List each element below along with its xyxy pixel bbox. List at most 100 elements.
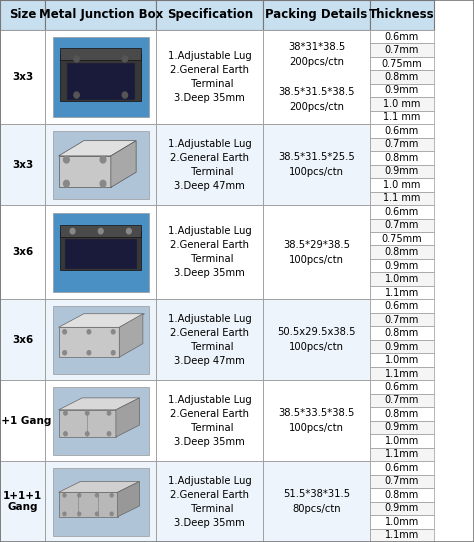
- Bar: [45, 205, 156, 299]
- Polygon shape: [59, 314, 145, 327]
- Text: 0.8mm: 0.8mm: [384, 153, 419, 163]
- Bar: [263, 461, 370, 542]
- Bar: [156, 461, 263, 542]
- Circle shape: [64, 432, 67, 436]
- Bar: [53, 131, 149, 198]
- Bar: [263, 124, 370, 205]
- Bar: [156, 299, 263, 380]
- Bar: [370, 111, 434, 124]
- Bar: [370, 151, 434, 165]
- Circle shape: [111, 330, 115, 334]
- Bar: [370, 380, 434, 393]
- Circle shape: [74, 92, 79, 98]
- Bar: [0, 380, 45, 461]
- Text: 0.6mm: 0.6mm: [384, 301, 419, 311]
- Bar: [156, 380, 263, 461]
- Circle shape: [98, 228, 103, 234]
- Bar: [0, 299, 45, 380]
- Text: 0.9mm: 0.9mm: [384, 504, 419, 513]
- Bar: [45, 380, 156, 461]
- Polygon shape: [59, 481, 139, 492]
- Polygon shape: [59, 398, 139, 410]
- Bar: [263, 30, 370, 124]
- Bar: [45, 0, 156, 30]
- Bar: [156, 124, 263, 205]
- Text: 0.7mm: 0.7mm: [384, 314, 419, 325]
- Text: 0.8mm: 0.8mm: [384, 72, 419, 82]
- Circle shape: [63, 494, 66, 497]
- Polygon shape: [59, 410, 116, 437]
- Bar: [370, 218, 434, 232]
- Bar: [53, 387, 149, 455]
- Text: 1.1 mm: 1.1 mm: [383, 193, 420, 203]
- Bar: [370, 434, 434, 448]
- Circle shape: [78, 494, 81, 497]
- Circle shape: [107, 432, 111, 436]
- Polygon shape: [111, 141, 136, 188]
- Bar: [370, 421, 434, 434]
- Circle shape: [127, 228, 131, 234]
- Text: 0.7mm: 0.7mm: [384, 476, 419, 486]
- Circle shape: [87, 351, 91, 355]
- Text: 0.7mm: 0.7mm: [384, 396, 419, 405]
- Bar: [370, 286, 434, 299]
- Bar: [370, 528, 434, 542]
- Circle shape: [74, 56, 79, 62]
- Bar: [53, 212, 149, 292]
- Text: 0.75mm: 0.75mm: [382, 59, 422, 68]
- Bar: [370, 353, 434, 367]
- Text: 0.8mm: 0.8mm: [384, 328, 419, 338]
- Text: 0.9mm: 0.9mm: [384, 422, 419, 433]
- Bar: [53, 306, 149, 374]
- Bar: [263, 0, 370, 30]
- Circle shape: [95, 512, 99, 515]
- Bar: [0, 124, 45, 205]
- Text: 1.Adjustable Lug
2.General Earth
  Terminal
3.Deep 47mm: 1.Adjustable Lug 2.General Earth Termina…: [168, 314, 252, 366]
- Text: 1.Adjustable Lug
2.General Earth
  Terminal
3.Deep 35mm: 1.Adjustable Lug 2.General Earth Termina…: [168, 226, 252, 278]
- Text: 0.6mm: 0.6mm: [384, 31, 419, 42]
- Text: 1.Adjustable Lug
2.General Earth
  Terminal
3.Deep 35mm: 1.Adjustable Lug 2.General Earth Termina…: [168, 395, 252, 447]
- Bar: [370, 475, 434, 488]
- Text: 0.6mm: 0.6mm: [384, 382, 419, 392]
- Bar: [53, 468, 149, 535]
- Bar: [45, 30, 156, 124]
- Text: 0.6mm: 0.6mm: [384, 126, 419, 136]
- Bar: [263, 380, 370, 461]
- Text: 1.0mm: 1.0mm: [384, 517, 419, 527]
- Bar: [370, 326, 434, 340]
- Text: 1.0 mm: 1.0 mm: [383, 99, 420, 109]
- Bar: [0, 0, 45, 30]
- Bar: [370, 273, 434, 286]
- Circle shape: [111, 351, 115, 355]
- Circle shape: [95, 494, 99, 497]
- Text: 1.1mm: 1.1mm: [384, 369, 419, 378]
- Text: Packing Details: Packing Details: [265, 9, 367, 21]
- Bar: [156, 30, 263, 124]
- Polygon shape: [119, 314, 143, 357]
- Bar: [61, 48, 141, 60]
- Circle shape: [100, 157, 106, 163]
- Text: 1.0mm: 1.0mm: [384, 436, 419, 446]
- Text: 0.8mm: 0.8mm: [384, 409, 419, 419]
- Bar: [156, 205, 263, 299]
- Text: 3x3: 3x3: [12, 159, 33, 170]
- Circle shape: [110, 494, 113, 497]
- Text: 38.5*33.5*38.5
100pcs/ctn: 38.5*33.5*38.5 100pcs/ctn: [278, 408, 355, 433]
- Text: 1.Adjustable Lug
2.General Earth
  Terminal
3.Deep 47mm: 1.Adjustable Lug 2.General Earth Termina…: [168, 139, 252, 191]
- Circle shape: [107, 411, 111, 415]
- Circle shape: [64, 411, 67, 415]
- Bar: [370, 501, 434, 515]
- Circle shape: [63, 512, 66, 515]
- Text: Thickness: Thickness: [369, 9, 435, 21]
- Polygon shape: [59, 141, 136, 156]
- Text: 0.9mm: 0.9mm: [384, 86, 419, 95]
- Text: 51.5*38*31.5
80pcs/ctn: 51.5*38*31.5 80pcs/ctn: [283, 489, 350, 514]
- Text: 38.5*31.5*25.5
100pcs/ctn: 38.5*31.5*25.5 100pcs/ctn: [278, 152, 355, 177]
- Bar: [370, 488, 434, 501]
- Text: 0.6mm: 0.6mm: [384, 207, 419, 217]
- Bar: [370, 340, 434, 353]
- Text: 1+1 Gang: 1+1 Gang: [0, 416, 51, 425]
- Text: 0.8mm: 0.8mm: [384, 490, 419, 500]
- Circle shape: [85, 411, 89, 415]
- Text: 0.7mm: 0.7mm: [384, 45, 419, 55]
